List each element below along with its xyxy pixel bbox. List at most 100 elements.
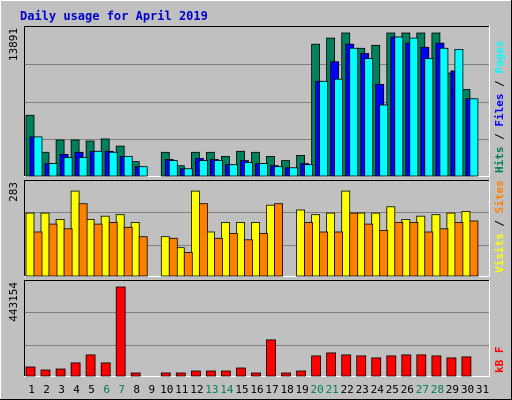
legend-entry: Visits [493,233,506,273]
bar-sites-day-24 [379,229,389,277]
day-label-22: 22 [341,383,354,396]
ymax-label: 443154 [7,282,20,322]
bar-kb-f-day-11 [175,372,186,377]
day-label-30: 30 [461,383,474,396]
day-label-11: 11 [175,383,188,396]
day-label-4: 4 [73,383,80,396]
bar-sites-day-1 [33,231,43,277]
bar-kb-f-day-12 [190,370,201,377]
bar-sites-day-16 [259,233,268,277]
bar-sites-day-22 [349,212,359,277]
ymax-label: 283 [7,182,20,202]
day-label-25: 25 [386,383,399,396]
legend-entry: kB F [493,347,506,374]
day-label-12: 12 [190,383,203,396]
bar-sites-day-7 [123,226,133,277]
bar-sites-day-5 [93,223,103,277]
bar-kb-f-day-27 [416,354,427,377]
bar-pages-day-23 [364,58,374,177]
bar-kb-f-day-28 [431,355,442,377]
bar-sites-day-21 [334,231,344,277]
panel-legend: Visits / Sites [493,180,506,273]
bar-pages-day-8 [138,166,148,177]
bar-sites-day-12 [198,203,208,277]
panel-legend: kB F [493,347,506,374]
legend-separator: / [493,74,506,94]
chart-title: Daily usage for April 2019 [20,9,208,23]
bar-kb-f-day-17 [266,339,276,377]
legend-entry: Hits [493,147,506,174]
bar-sites-day-17 [274,203,283,277]
bar-kb-f-day-18 [281,372,291,377]
panel-kbytes: 443154 kB F [7,280,506,377]
bar-pages-day-13 [213,160,223,177]
bar-pages-day-21 [334,78,344,177]
bar-pages-day-5 [93,150,103,177]
legend-separator: / [493,213,506,233]
bar-sites-day-29 [454,222,464,277]
day-label-2: 2 [43,383,50,396]
day-label-28: 28 [431,383,444,396]
panel-hits-files-pages: 13891 Hits / Files / Pages [7,26,506,177]
day-label-26: 26 [401,383,414,396]
day-label-18: 18 [280,383,293,396]
legend-entry: Files [493,94,506,127]
bar-sites-day-30 [469,220,479,277]
bar-sites-day-11 [183,251,193,277]
day-label-10: 10 [160,383,173,396]
bar-sites-day-26 [409,222,419,277]
bar-sites-day-27 [424,231,434,277]
bar-pages-day-2 [48,163,58,177]
bar-pages-day-26 [409,37,419,177]
bar-kb-f-day-23 [356,355,367,377]
series-sites [33,203,479,277]
bar-sites-day-25 [394,222,404,277]
day-label-24: 24 [371,383,385,396]
day-label-31: 31 [476,383,489,396]
bar-kb-f-day-24 [371,357,382,377]
day-label-16: 16 [250,383,263,396]
bar-kb-f-day-29 [446,357,457,377]
bar-pages-day-20 [319,80,329,177]
day-label-13: 13 [205,383,218,396]
day-label-29: 29 [446,383,459,396]
bar-kb-f-day-26 [401,354,412,377]
day-label-1: 1 [28,383,35,396]
day-label-20: 20 [310,383,323,396]
bar-kb-f-day-25 [386,355,397,377]
bar-pages-day-29 [454,49,464,177]
bar-pages-day-15 [244,162,253,177]
ymax-label: 13891 [7,28,20,61]
bar-pages-day-22 [349,47,359,177]
bar-pages-day-19 [304,164,314,177]
bar-sites-day-10 [168,237,178,277]
day-label-8: 8 [133,383,140,396]
day-label-21: 21 [326,383,339,396]
panel-visits-sites: 283 Visits / Sites [7,180,506,277]
bar-kb-f-day-1 [25,366,36,377]
bar-kb-f-day-3 [55,368,66,377]
bar-kb-f-day-4 [70,362,81,377]
bar-kb-f-day-15 [236,367,246,377]
bar-pages-day-7 [123,155,133,177]
day-label-5: 5 [88,383,95,396]
day-label-14: 14 [220,383,234,396]
day-label-15: 15 [235,383,248,396]
bar-pages-day-18 [289,167,298,177]
day-label-19: 19 [295,383,308,396]
bar-sites-day-8 [138,236,148,277]
day-labels: 1 2 3 4 5 6 7 8 9 10 11 12 13 14 15 16 17 18 19 20 21 22 23 24 2… [28,383,489,396]
bar-sites-day-4 [78,203,88,277]
legend-entry: Sites [493,180,506,213]
series-pages [33,36,479,177]
bar-sites-day-3 [63,228,73,277]
bar-pages-day-16 [259,163,268,177]
bar-pages-day-10 [168,160,178,177]
bar-sites-day-15 [244,239,253,277]
bar-kb-f-day-16 [251,372,261,377]
bar-kb-f-day-10 [160,372,171,377]
bar-kb-f-day-5 [85,354,96,377]
bar-pages-day-30 [469,98,479,177]
bar-sites-day-14 [228,233,238,277]
